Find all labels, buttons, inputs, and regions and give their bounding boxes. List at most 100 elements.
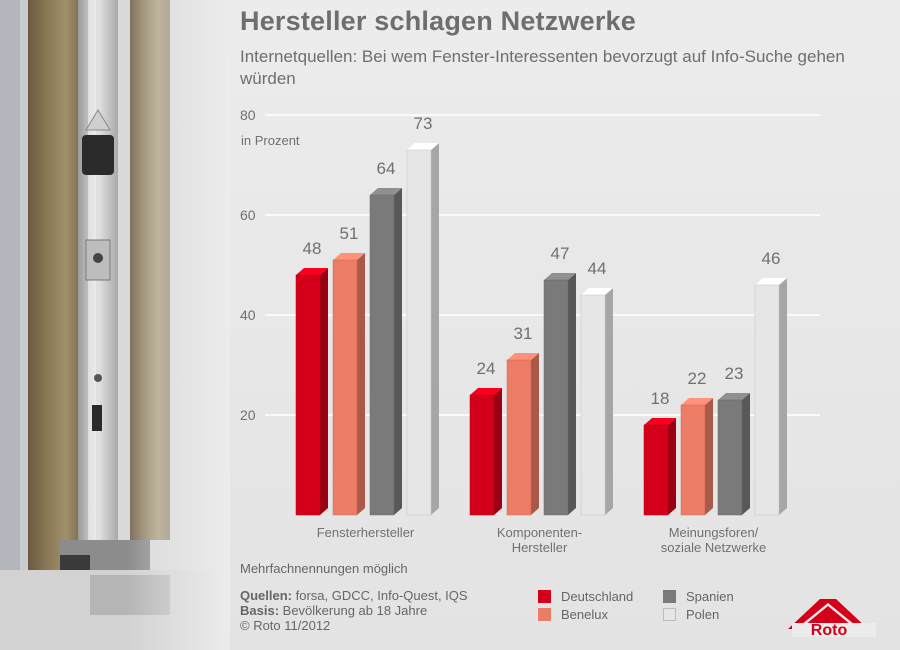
bar-side bbox=[605, 288, 613, 515]
data-label: 44 bbox=[588, 259, 607, 278]
basis-value: Bevölkerung ab 18 Jahre bbox=[282, 603, 428, 618]
bar-front bbox=[580, 294, 606, 516]
y-tick-label: 60 bbox=[240, 207, 256, 223]
bar-spanien bbox=[369, 188, 402, 516]
bar-front bbox=[369, 194, 395, 516]
legend-swatch bbox=[663, 608, 676, 621]
bar-polen bbox=[406, 143, 439, 516]
chart-subtitle: Internetquellen: Bei wem Fenster-Interes… bbox=[240, 47, 845, 88]
bar-front bbox=[332, 259, 358, 516]
bar-top bbox=[681, 398, 713, 405]
y-tick-label: 20 bbox=[240, 407, 256, 423]
data-label: 24 bbox=[477, 359, 496, 378]
bar-deutschland bbox=[643, 418, 676, 516]
chart-category-labels: Fensterhersteller Komponenten-Hersteller M… bbox=[317, 525, 767, 555]
bar-front bbox=[680, 404, 706, 516]
bar-side bbox=[705, 398, 713, 515]
bar-top bbox=[544, 273, 576, 280]
data-label: 47 bbox=[551, 244, 570, 263]
legend-item-deutschland: Deutschland bbox=[538, 589, 633, 604]
basis-label: Basis: bbox=[240, 603, 280, 618]
chart-value-labels: 48 51 64 73 24 31 47 44 18 22 23 46 bbox=[303, 114, 781, 408]
legend-swatch bbox=[663, 590, 676, 603]
y-axis-unit-label: in Prozent bbox=[241, 133, 300, 148]
category-label: soziale Netzwerke bbox=[661, 540, 767, 555]
bar-front bbox=[717, 399, 743, 516]
bar-front bbox=[469, 394, 495, 516]
legend-swatch bbox=[538, 590, 551, 603]
category-label: Meinungsforen/ bbox=[669, 525, 759, 540]
bar-side bbox=[531, 353, 539, 515]
bar-polen bbox=[580, 288, 613, 516]
bar-top bbox=[644, 418, 676, 425]
chart-title: Hersteller schlagen Netzwerke bbox=[240, 6, 636, 36]
bar-top bbox=[507, 353, 539, 360]
bar-top bbox=[370, 188, 402, 195]
bar-benelux bbox=[332, 253, 365, 516]
y-tick-label: 80 bbox=[240, 107, 256, 123]
window-frame-photo bbox=[0, 0, 230, 650]
data-label: 51 bbox=[340, 224, 359, 243]
bar-front bbox=[643, 424, 669, 516]
bar-side bbox=[494, 388, 502, 515]
bar-side bbox=[568, 273, 576, 515]
bar-front bbox=[754, 284, 780, 516]
bar-top bbox=[407, 143, 439, 150]
data-label: 31 bbox=[514, 324, 533, 343]
bar-benelux bbox=[506, 353, 539, 516]
bar-side bbox=[357, 253, 365, 515]
legend-swatch bbox=[538, 608, 551, 621]
bar-top bbox=[755, 278, 787, 285]
bar-side bbox=[668, 418, 676, 515]
sources-label: Quellen: bbox=[240, 588, 293, 603]
data-label: 64 bbox=[377, 159, 396, 178]
data-label: 48 bbox=[303, 239, 322, 258]
multiple-answers-note: Mehrfachnennungen möglich bbox=[240, 561, 408, 576]
bar-spanien bbox=[717, 393, 750, 516]
bar-front bbox=[506, 359, 532, 516]
legend-label: Spanien bbox=[686, 589, 734, 604]
copyright: © Roto 11/2012 bbox=[240, 618, 331, 633]
data-label: 18 bbox=[651, 389, 670, 408]
roto-logo-text: Roto bbox=[811, 622, 848, 637]
bar-side bbox=[779, 278, 787, 515]
data-label: 73 bbox=[414, 114, 433, 133]
bar-top bbox=[470, 388, 502, 395]
legend-label: Polen bbox=[686, 607, 720, 622]
bar-side bbox=[431, 143, 439, 515]
bar-top bbox=[296, 268, 328, 275]
legend-item-polen: Polen bbox=[663, 607, 719, 622]
chart-bars bbox=[295, 143, 787, 516]
bar-front bbox=[295, 274, 321, 516]
legend-label: Deutschland bbox=[561, 589, 634, 604]
sources-block: Quellen: forsa, GDCC, Info-Quest, IQS Ba… bbox=[240, 588, 468, 633]
sources-value: forsa, GDCC, Info-Quest, IQS bbox=[295, 588, 468, 603]
bar-deutschland bbox=[469, 388, 502, 516]
data-label: 46 bbox=[762, 249, 781, 268]
bar-top bbox=[718, 393, 750, 400]
bar-side bbox=[394, 188, 402, 515]
bar-front bbox=[543, 279, 569, 516]
bar-deutschland bbox=[295, 268, 328, 516]
y-tick-label: 40 bbox=[240, 307, 256, 323]
legend-label: Benelux bbox=[561, 607, 608, 622]
category-label: Fensterhersteller bbox=[317, 525, 415, 540]
bar-benelux bbox=[680, 398, 713, 516]
data-label: 23 bbox=[725, 364, 744, 383]
bar-chart: 20 40 60 80 48 51 64 73 24 31 47 44 18 22 23 46 Fenste… bbox=[240, 107, 820, 555]
bar-polen bbox=[754, 278, 787, 516]
legend-item-benelux: Benelux bbox=[538, 607, 608, 622]
legend-item-spanien: Spanien bbox=[663, 589, 734, 604]
bar-spanien bbox=[543, 273, 576, 516]
bar-side bbox=[320, 268, 328, 515]
data-label: 22 bbox=[688, 369, 707, 388]
basis-line: Basis: Bevölkerung ab 18 Jahre bbox=[240, 603, 468, 618]
roto-logo: Roto bbox=[788, 599, 876, 637]
bar-top bbox=[333, 253, 365, 260]
bar-front bbox=[406, 149, 432, 516]
category-label: Komponenten- bbox=[497, 525, 582, 540]
bar-top bbox=[581, 288, 613, 295]
chart-legend: Deutschland Benelux Spanien Polen bbox=[538, 589, 778, 629]
category-label: Hersteller bbox=[512, 540, 568, 555]
